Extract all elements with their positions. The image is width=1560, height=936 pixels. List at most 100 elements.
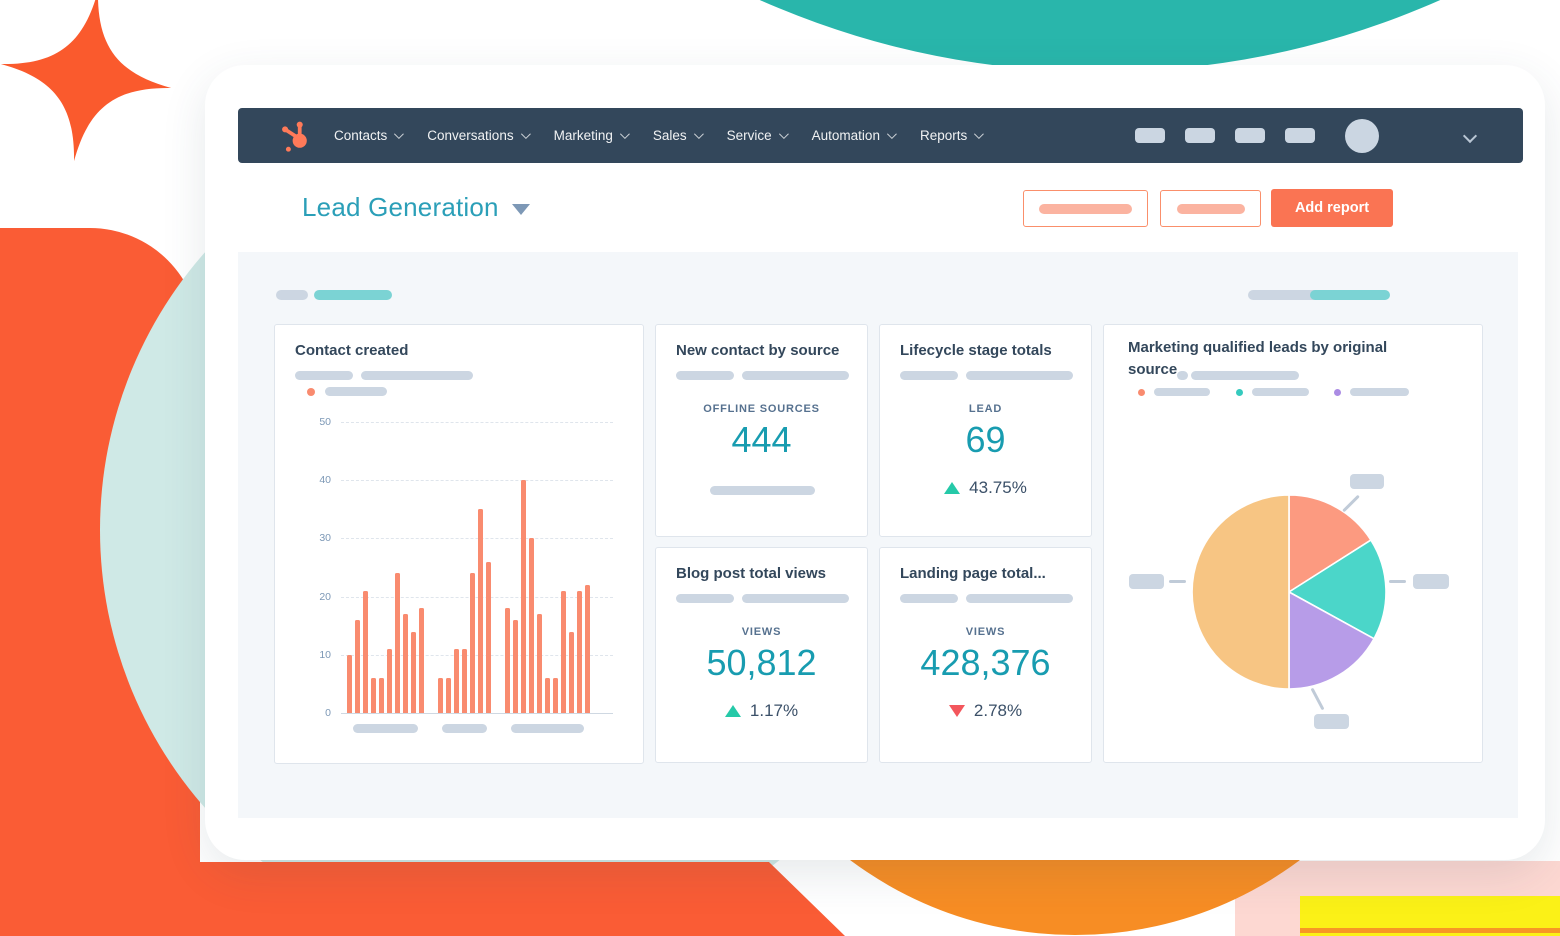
- metric-delta: 43.75%: [880, 478, 1091, 498]
- nav-placeholder-group: [1135, 128, 1315, 143]
- subtitle-placeholder: [1177, 371, 1188, 380]
- chevron-down-icon: [886, 129, 897, 140]
- bar: [446, 678, 451, 713]
- delta-value: 2.78%: [973, 701, 1023, 720]
- bar: [577, 590, 582, 713]
- metric-label: LEAD: [968, 403, 1003, 415]
- header-action-button-1[interactable]: [1023, 190, 1148, 227]
- bar: [438, 678, 443, 713]
- nav-item-sales[interactable]: Sales: [652, 128, 704, 143]
- pie-slice-4: [1191, 494, 1290, 690]
- bar: [347, 654, 352, 713]
- bar: [505, 608, 510, 713]
- card-title: Lifecycle stage totals: [900, 342, 1052, 359]
- bar: [545, 678, 550, 713]
- nav-item-automation[interactable]: Automation: [812, 128, 897, 143]
- bar-group-bars: [347, 422, 424, 713]
- nav-placeholder-pill[interactable]: [1285, 128, 1315, 143]
- delta-up-icon: [944, 482, 961, 494]
- chevron-down-icon: [778, 129, 789, 140]
- subtitle-placeholder: [900, 594, 958, 603]
- card-mql-by-original-source: Marketing qualified leads by original so…: [1103, 324, 1483, 763]
- bar-group-bars: [438, 422, 491, 713]
- subtitle-placeholder: [676, 594, 734, 603]
- chevron-down-icon[interactable]: [1462, 128, 1478, 143]
- y-axis-tick-label: 40: [319, 474, 331, 487]
- y-axis-tick-label: 50: [319, 416, 331, 428]
- bar: [486, 561, 491, 713]
- card-contact-created: Contact created 0 10 20 30 40 50: [274, 324, 644, 764]
- hubspot-logo-icon[interactable]: [278, 118, 312, 154]
- subtitle-placeholder: [676, 371, 734, 380]
- nav-placeholder-pill[interactable]: [1235, 128, 1265, 143]
- pie-slice-3: [1288, 591, 1375, 690]
- pie-slice-2: [1288, 539, 1387, 640]
- pie-callout-placeholder: [1413, 574, 1449, 589]
- bar: [454, 648, 459, 713]
- chevron-down-icon: [619, 129, 630, 140]
- page-title: Lead Generation: [302, 192, 499, 222]
- nav-placeholder-pill[interactable]: [1185, 128, 1215, 143]
- dashboard-title-dropdown[interactable]: Lead Generation: [302, 192, 530, 223]
- decor-orange-hairline: [1300, 928, 1560, 933]
- filter-pill-gray[interactable]: [1248, 290, 1322, 300]
- bar: [411, 631, 416, 713]
- button-label-placeholder: [1176, 203, 1245, 214]
- nav-item-contacts[interactable]: Contacts: [334, 128, 405, 143]
- pie-callout-placeholder: [1350, 474, 1384, 489]
- bar-group-bars: [505, 422, 590, 713]
- metric-value: 50,812: [706, 642, 817, 683]
- chevron-down-icon: [974, 129, 985, 140]
- metric-label: VIEWS: [741, 626, 782, 638]
- card-blog-post-total-views: Blog post total views VIEWS 50,812 1.17%: [655, 547, 868, 763]
- legend-label-placeholder: [1252, 388, 1309, 396]
- card-new-contact-by-source: New contact by source OFFLINE SOURCES 44…: [655, 324, 868, 537]
- pie-callout-placeholder: [1314, 714, 1349, 729]
- card-title: Blog post total views: [676, 565, 827, 582]
- chevron-down-icon: [693, 129, 704, 140]
- add-report-label: Add report: [1294, 200, 1370, 216]
- nav-placeholder-pill[interactable]: [1135, 128, 1165, 143]
- bar: [569, 631, 574, 713]
- nav-item-reports[interactable]: Reports: [920, 128, 985, 143]
- nav-item-label: Sales: [652, 128, 687, 143]
- filter-pill-teal[interactable]: [314, 290, 392, 300]
- filter-pill-gray[interactable]: [276, 290, 308, 300]
- filter-pill-teal[interactable]: [1310, 290, 1390, 300]
- nav-item-marketing[interactable]: Marketing: [554, 128, 630, 143]
- bar: [529, 538, 534, 713]
- subtitle-placeholder: [742, 371, 849, 380]
- dashboard-content: Contact created 0 10 20 30 40 50 New contact …: [238, 252, 1518, 818]
- nav-item-conversations[interactable]: Conversations: [427, 128, 531, 143]
- bar-chart: 0 10 20 30 40 50: [319, 416, 613, 733]
- card-lifecycle-stage-totals: Lifecycle stage totals LEAD 69 43.75%: [879, 324, 1092, 537]
- metric-delta: 2.78%: [880, 701, 1091, 721]
- bar: [395, 573, 400, 713]
- gridline: [341, 480, 613, 482]
- add-report-button[interactable]: Add report: [1271, 189, 1393, 227]
- bar: [513, 619, 518, 713]
- metric-label: VIEWS: [965, 626, 1006, 638]
- bar: [355, 619, 360, 713]
- header-action-button-2[interactable]: [1160, 190, 1261, 227]
- avatar[interactable]: [1345, 118, 1379, 153]
- legend-dot-icon: [1138, 388, 1145, 396]
- bar: [387, 648, 392, 713]
- bar: [478, 509, 483, 713]
- x-axis-label-placeholder: [352, 724, 419, 733]
- x-axis-label-placeholder: [511, 724, 584, 733]
- subtitle-placeholder: [900, 371, 958, 380]
- x-axis-label-placeholder: [441, 724, 488, 733]
- metric-label: OFFLINE SOURCES: [703, 403, 820, 415]
- decor-red-band: [0, 862, 845, 936]
- card-title: Landing page total...: [900, 565, 1046, 582]
- subtitle-placeholder: [295, 371, 353, 380]
- y-axis-tick-label: 30: [319, 532, 331, 545]
- bar: [470, 573, 475, 713]
- metric-value: 69: [965, 419, 1006, 460]
- bar: [379, 678, 384, 713]
- bar: [585, 584, 590, 713]
- bar: [403, 614, 408, 713]
- nav-item-service[interactable]: Service: [727, 128, 789, 143]
